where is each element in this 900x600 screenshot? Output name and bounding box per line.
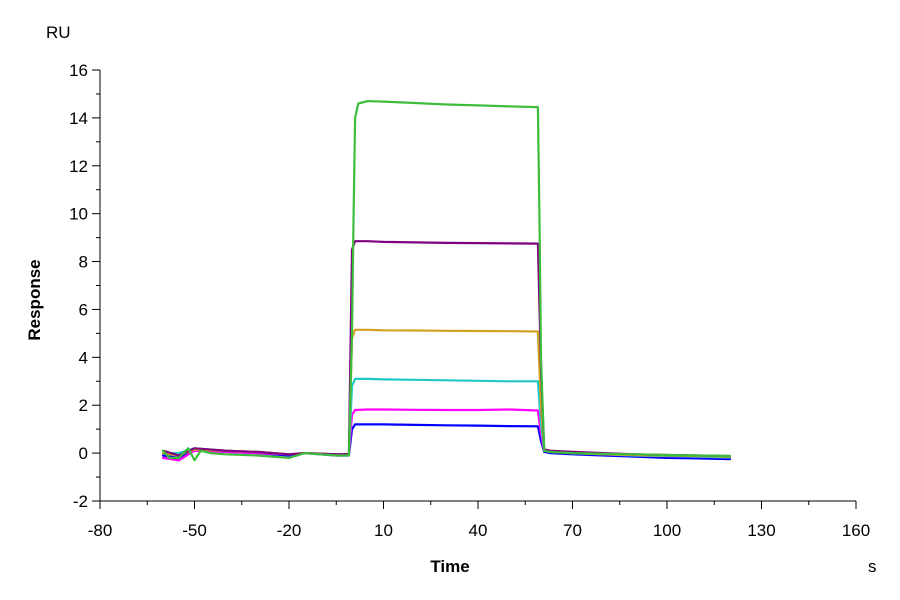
y-tick-label: 14 bbox=[69, 109, 88, 128]
y-tick-label: 16 bbox=[69, 61, 88, 80]
series-line-3 bbox=[161, 377, 732, 459]
y-tick-label: -2 bbox=[73, 492, 88, 511]
series-layer bbox=[161, 99, 732, 462]
y-tick-label: 2 bbox=[79, 396, 88, 415]
y-tick-label: 8 bbox=[79, 253, 88, 272]
y-tick-label: 0 bbox=[79, 444, 88, 463]
y-tick-label: 6 bbox=[79, 300, 88, 319]
x-tick-label: 40 bbox=[469, 521, 488, 540]
y-tick-label: 4 bbox=[79, 348, 88, 367]
labels: RU s Time Response bbox=[25, 23, 877, 576]
y-unit-label: RU bbox=[46, 23, 71, 42]
y-tick-label: 12 bbox=[69, 157, 88, 176]
x-unit-label: s bbox=[868, 557, 877, 576]
x-tick-label: 100 bbox=[653, 521, 681, 540]
y-axis-title: Response bbox=[25, 259, 44, 340]
x-tick-label: -50 bbox=[182, 521, 207, 540]
x-tick-label: 70 bbox=[563, 521, 582, 540]
x-axis-title: Time bbox=[430, 557, 469, 576]
axes: 16 14 12 10 8 6 4 2 0 -2-80 -50 -20 10 40 70 100 130 160 bbox=[69, 61, 870, 540]
series-line-6 bbox=[161, 99, 732, 462]
y-tick-label: 10 bbox=[69, 205, 88, 224]
x-tick-label: 10 bbox=[374, 521, 393, 540]
series-line-5 bbox=[161, 240, 732, 458]
x-tick-label: -80 bbox=[88, 521, 113, 540]
x-tick-label: 160 bbox=[842, 521, 870, 540]
series-line-4 bbox=[161, 328, 732, 458]
x-tick-label: -20 bbox=[277, 521, 302, 540]
x-tick-label: 130 bbox=[747, 521, 775, 540]
series-line-2 bbox=[161, 408, 732, 462]
